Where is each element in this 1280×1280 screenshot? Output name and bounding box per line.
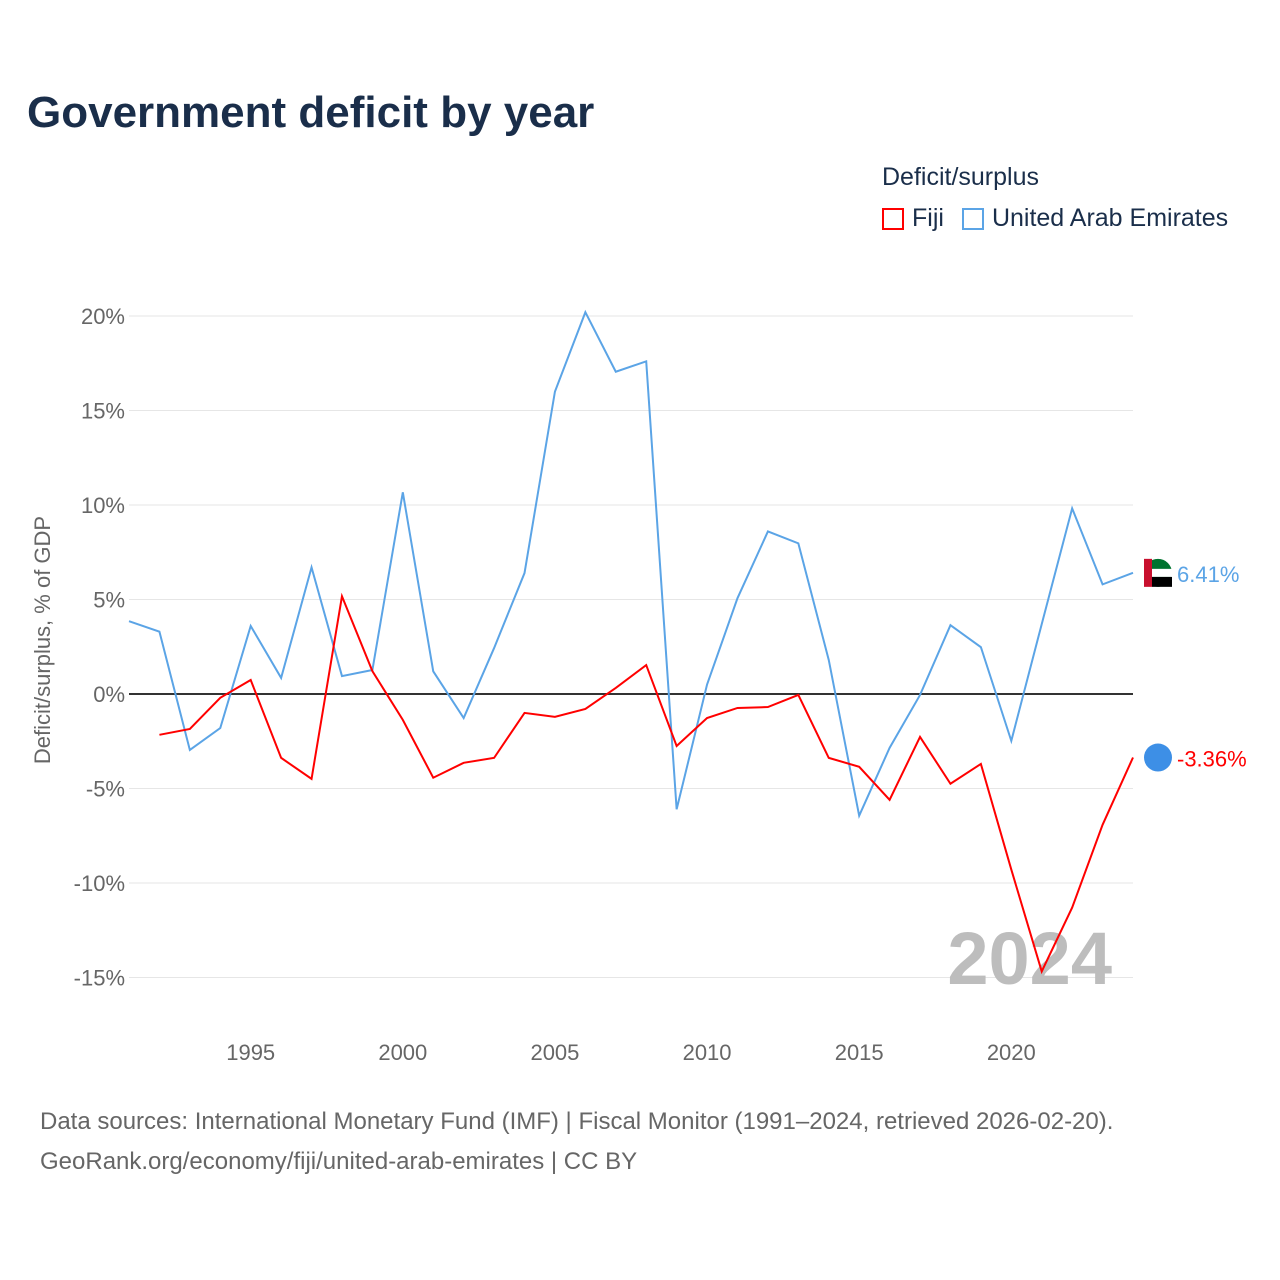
x-tick-label: 2020 [987, 1040, 1036, 1065]
x-tick-label: 2010 [683, 1040, 732, 1065]
footer-sources: Data sources: International Monetary Fun… [40, 1108, 1114, 1135]
fiji-flag-icon [1144, 743, 1172, 772]
y-tick-label: -5% [86, 777, 125, 802]
footer-link[interactable]: GeoRank.org/economy/fiji/united-arab-emi… [40, 1148, 638, 1175]
legend-swatch-fiji[interactable] [882, 207, 904, 230]
end-value-label: -3.36% [1177, 747, 1247, 772]
x-tick-label: 2015 [835, 1040, 884, 1065]
x-tick-label: 2005 [530, 1040, 579, 1065]
x-tick-label: 2000 [378, 1040, 427, 1065]
series-line-uae [128, 309, 1134, 820]
legend-label-fiji[interactable]: Fiji [912, 204, 944, 232]
y-tick-label: -15% [74, 966, 125, 991]
y-tick-label: 15% [81, 399, 125, 424]
chart-title: Government deficit by year [27, 88, 595, 137]
y-tick-label: 0% [93, 682, 125, 707]
y-tick-label: -10% [74, 871, 125, 896]
y-axis-label: Deficit/surplus, % of GDP [30, 516, 55, 764]
x-tick-label: 1995 [226, 1040, 275, 1065]
legend: Fiji United Arab Emirates [882, 204, 1228, 233]
uae-flag-stripe [1152, 568, 1172, 577]
uae-flag-stripe [1144, 558, 1152, 587]
legend-label-uae[interactable]: United Arab Emirates [991, 204, 1229, 232]
end-value-label: 6.41% [1177, 562, 1239, 587]
series-line-fiji [159, 592, 1134, 975]
uae-flag-stripe [1152, 576, 1172, 587]
y-tick-label: 20% [81, 304, 125, 329]
legend-swatch-uae[interactable] [961, 207, 984, 230]
legend-title: Deficit/surplus [882, 163, 1039, 191]
y-tick-label: 5% [93, 588, 125, 613]
y-tick-label: 10% [81, 493, 125, 518]
